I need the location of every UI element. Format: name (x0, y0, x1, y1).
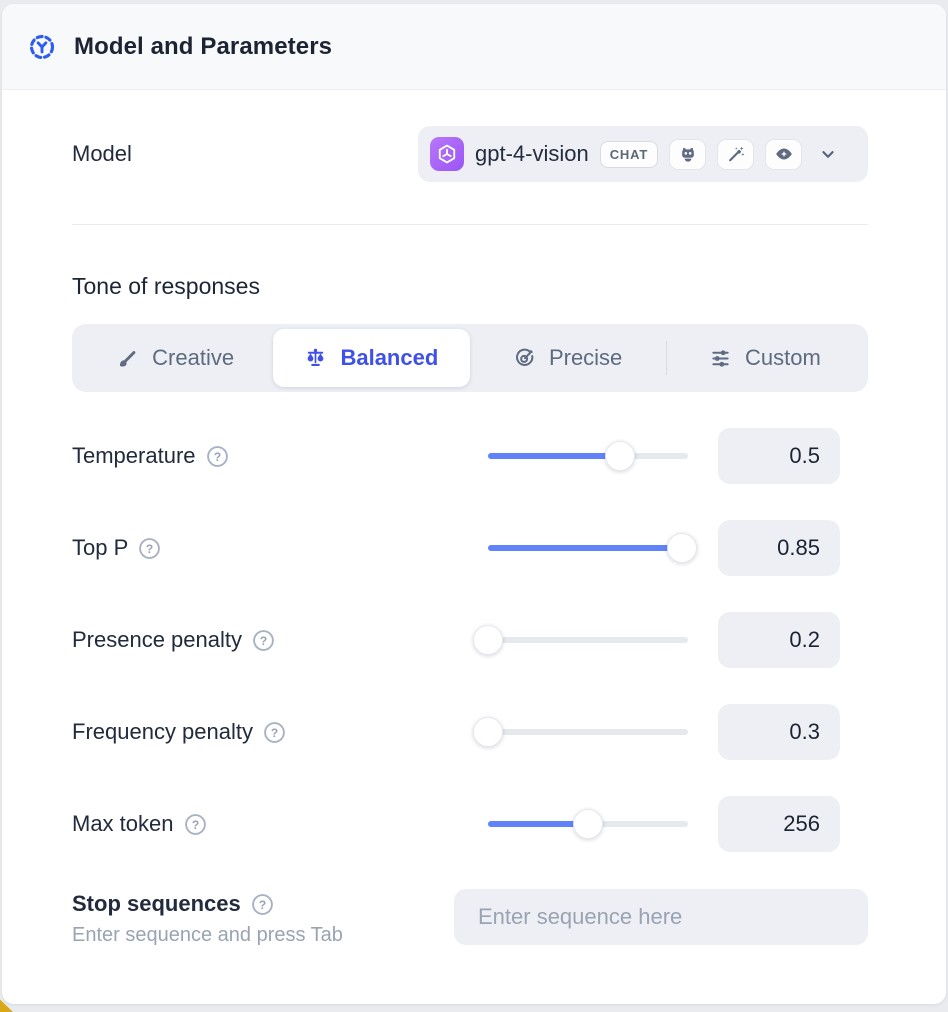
temperature-value[interactable]: 0.5 (718, 428, 840, 484)
frequency-penalty-label: Frequency penalty (72, 719, 253, 744)
slider-thumb[interactable] (605, 441, 635, 471)
svg-text:?: ? (271, 725, 278, 739)
tone-option-label: Custom (744, 345, 821, 370)
tone-option-creative[interactable]: Creative (77, 329, 273, 387)
help-icon[interactable]: ? (138, 537, 161, 560)
slider-track[interactable] (488, 637, 688, 643)
frequency-penalty-slider[interactable] (473, 717, 688, 747)
presence-penalty-value[interactable]: 0.2 (718, 612, 840, 668)
balance-scale-icon (304, 347, 327, 370)
svg-text:?: ? (146, 541, 153, 555)
section-divider (72, 224, 868, 225)
selected-model-name: gpt-4-vision (475, 141, 589, 166)
stop-sequences-row: Stop sequences ? Enter sequence and pres… (72, 889, 868, 947)
top-p-slider[interactable] (488, 533, 697, 563)
value-text: 0.5 (789, 443, 820, 468)
paintbrush-icon (116, 347, 139, 370)
openai-logo-icon (430, 137, 464, 171)
slider-thumb[interactable] (667, 533, 697, 563)
slider-track[interactable] (488, 729, 688, 735)
top-p-label: Top P (72, 535, 129, 560)
chat-mode-badge: CHAT (599, 140, 659, 168)
slider-thumb[interactable] (473, 625, 503, 655)
param-row-frequency-penalty: Frequency penalty ? 0.3 (72, 704, 868, 760)
svg-text:?: ? (191, 817, 198, 831)
temperature-slider[interactable] (488, 441, 688, 471)
slider-thumb[interactable] (473, 717, 503, 747)
tone-option-label: Balanced (340, 345, 439, 370)
param-row-temperature: Temperature ? 0.5 (72, 428, 868, 484)
presence-penalty-slider[interactable] (473, 625, 688, 655)
model-select-dropdown[interactable]: gpt-4-vision CHAT (418, 126, 868, 182)
robot-icon (669, 138, 707, 170)
stop-sequences-helper: Enter sequence and press Tab (72, 924, 343, 946)
panel-title: Model and Parameters (74, 32, 333, 60)
help-icon[interactable]: ? (252, 629, 275, 652)
chevron-down-icon (817, 143, 839, 165)
tone-segmented-control: Creative Balanced (72, 324, 868, 392)
model-hub-icon (28, 33, 56, 61)
param-row-max-token: Max token ? 256 (72, 796, 868, 852)
max-token-label: Max token (72, 811, 174, 836)
sliders-icon (709, 347, 732, 370)
help-icon[interactable]: ? (184, 813, 207, 836)
vision-eye-icon (765, 138, 803, 170)
value-text: 256 (783, 811, 820, 836)
model-row: Model gpt-4-vision CHAT (72, 126, 868, 182)
slider-fill (488, 453, 620, 459)
svg-text:?: ? (259, 897, 266, 911)
tone-option-label: Creative (152, 345, 235, 370)
svg-text:?: ? (260, 633, 267, 647)
param-row-top-p: Top P ? 0.85 (72, 520, 868, 576)
tone-option-balanced[interactable]: Balanced (273, 329, 470, 387)
stop-sequence-input[interactable] (454, 889, 868, 945)
max-token-slider[interactable] (488, 809, 688, 839)
tone-section-title: Tone of responses (72, 273, 260, 299)
top-p-value[interactable]: 0.85 (718, 520, 840, 576)
slider-thumb[interactable] (573, 809, 603, 839)
help-icon[interactable]: ? (206, 445, 229, 468)
tone-option-label: Precise (548, 345, 623, 370)
value-text: 0.85 (777, 535, 820, 560)
tone-option-precise[interactable]: Precise (470, 329, 666, 387)
tone-option-custom[interactable]: Custom (667, 329, 863, 387)
help-icon[interactable]: ? (263, 721, 286, 744)
max-token-value[interactable]: 256 (718, 796, 840, 852)
target-arrow-icon (513, 347, 536, 370)
value-text: 0.2 (789, 627, 820, 652)
presence-penalty-label: Presence penalty (72, 627, 242, 652)
panel-header: Model and Parameters (2, 4, 946, 90)
stop-sequences-label: Stop sequences (72, 891, 241, 916)
magic-wand-icon (717, 138, 755, 170)
segment-divider (665, 341, 667, 375)
slider-fill (488, 821, 588, 827)
temperature-label: Temperature (72, 443, 196, 468)
model-parameters-panel: Model and Parameters Model gpt-4-vision … (2, 4, 946, 1004)
model-label: Model (72, 141, 132, 166)
svg-text:?: ? (213, 449, 220, 463)
help-icon[interactable]: ? (251, 893, 274, 916)
slider-fill (488, 545, 682, 551)
param-row-presence-penalty: Presence penalty ? 0.2 (72, 612, 868, 668)
frequency-penalty-value[interactable]: 0.3 (718, 704, 840, 760)
value-text: 0.3 (789, 719, 820, 744)
